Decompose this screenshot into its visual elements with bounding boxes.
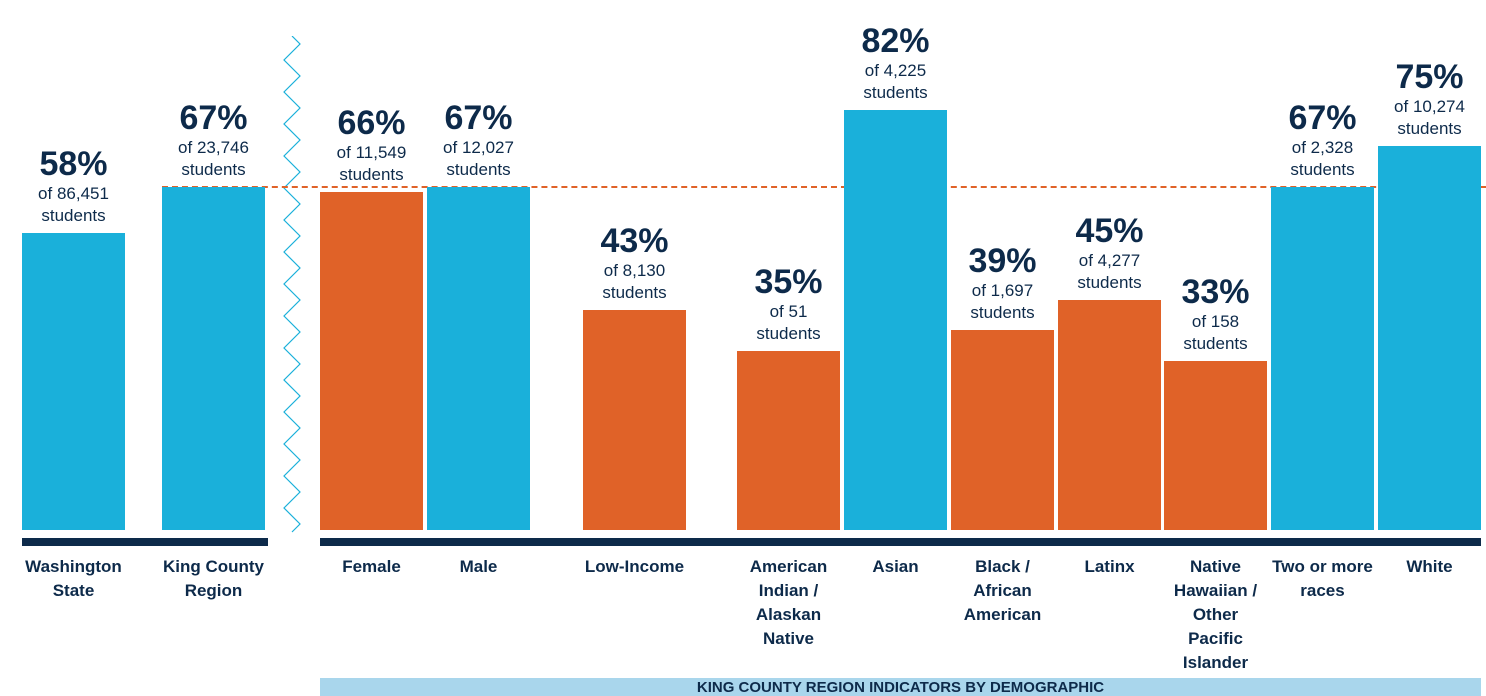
bar	[844, 110, 947, 530]
count-label: of 8,130 students	[602, 260, 667, 302]
baseline	[320, 538, 1481, 546]
value-label: 33%	[1181, 273, 1250, 312]
count-label: of 1,697 students	[970, 281, 1035, 323]
count-label: of 158 students	[1183, 312, 1248, 354]
count-label: of 4,225 students	[863, 61, 928, 103]
x-tick-label: Male	[459, 557, 498, 576]
bar	[22, 233, 125, 530]
count-label: of 86,451 students	[38, 184, 109, 226]
value-label: 35%	[754, 262, 823, 301]
value-label: 45%	[1075, 211, 1144, 250]
bar	[1271, 186, 1374, 530]
bar	[1378, 146, 1481, 530]
bar	[320, 192, 423, 530]
bar	[1164, 361, 1267, 530]
x-tick-label: Black / African American	[963, 557, 1042, 624]
x-tick-label: White	[1406, 557, 1453, 576]
bar	[162, 186, 265, 530]
value-label: 39%	[968, 242, 1037, 281]
value-label: 43%	[600, 221, 669, 260]
count-label: of 2,328 students	[1290, 137, 1355, 179]
count-label: of 12,027 students	[443, 137, 514, 179]
x-tick-label: Low-Income	[584, 557, 685, 576]
x-tick-label: Washington State	[25, 557, 122, 600]
x-tick-label: Native Hawaiian / Other Pacific Islander	[1173, 557, 1258, 672]
x-tick-label: Female	[342, 557, 401, 576]
value-label: 67%	[1288, 98, 1357, 137]
x-tick-label: Latinx	[1084, 557, 1135, 576]
x-tick-label: Asian	[872, 557, 919, 576]
count-label: of 11,549 students	[336, 143, 407, 185]
count-label: of 10,274 students	[1394, 97, 1465, 138]
value-label: 67%	[444, 98, 513, 137]
x-tick-label: Two or more races	[1272, 557, 1373, 600]
value-label: 82%	[861, 22, 930, 61]
value-label: 58%	[39, 145, 108, 184]
baseline	[22, 538, 268, 546]
axis-break	[283, 36, 301, 533]
bar	[1058, 299, 1161, 530]
bar	[737, 350, 840, 530]
reference-line	[162, 185, 1486, 188]
value-label: 67%	[179, 98, 248, 137]
x-tick-label: American Indian / Alaskan Native	[749, 557, 828, 648]
count-label: of 51 students	[756, 301, 821, 343]
count-label: of 23,746 students	[178, 137, 249, 179]
x-tick-label: King County Region	[162, 557, 265, 600]
value-label: 66%	[337, 104, 406, 143]
bar	[427, 186, 530, 530]
group-label: KING COUNTY REGION INDICATORS BY DEMOGRA…	[320, 678, 1481, 696]
bar	[583, 309, 686, 530]
count-label: of 4,277 students	[1077, 250, 1142, 292]
value-label: 75%	[1395, 58, 1464, 96]
bar	[951, 330, 1054, 530]
